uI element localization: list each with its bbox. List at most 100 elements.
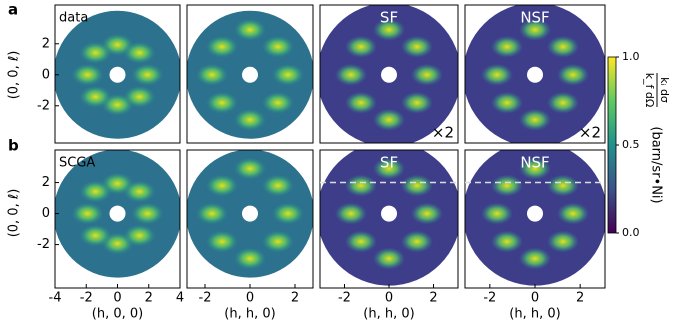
intensity-blob <box>79 85 112 108</box>
intensity-blob <box>373 157 405 180</box>
intensity-blob <box>345 91 377 114</box>
colorbar-tick-label: 0.5 <box>622 138 640 151</box>
panel-frame <box>54 4 181 144</box>
intensity-blob <box>401 91 433 114</box>
intensity-blob <box>547 91 579 114</box>
intensity-blob <box>557 202 589 225</box>
panel-label: b <box>8 137 19 155</box>
center-hole <box>242 205 258 222</box>
colorbar <box>607 56 617 234</box>
intensity-blob <box>557 63 589 86</box>
colorbar-tick-label: 0.0 <box>622 226 640 239</box>
intensity-blob <box>491 91 523 114</box>
scale-note: ×2 <box>432 124 454 142</box>
intensity-blob <box>123 224 156 247</box>
x-tick-label: 2 <box>576 291 584 306</box>
heatmap <box>320 150 458 286</box>
x-tick-label: 0 <box>531 291 539 306</box>
intensity-blob <box>71 63 104 86</box>
intensity-blob <box>373 247 405 270</box>
x-tick-label: -2 <box>199 291 212 306</box>
center-hole <box>242 66 258 83</box>
intensity-blob <box>547 174 579 197</box>
intensity-blob <box>79 224 112 247</box>
intensity-blob <box>234 18 266 41</box>
x-axis-label: (h, h, 0) <box>509 307 560 322</box>
x-axis-label: (h, 0, 0) <box>92 307 143 322</box>
intensity-blob <box>131 202 164 225</box>
x-tick-label: -4 <box>49 291 62 306</box>
intensity-blob <box>79 180 112 203</box>
colorbar-denominator: k_f dΩ <box>643 73 656 108</box>
heatmap <box>465 150 605 286</box>
intensity-blob <box>345 230 377 253</box>
intensity-blob <box>411 202 443 225</box>
center-hole <box>527 205 543 222</box>
intensity-blob <box>491 35 523 58</box>
intensity-blob <box>234 157 266 180</box>
x-axis-label: (h, h, 0) <box>363 307 414 322</box>
intensity-blob <box>335 63 367 86</box>
intensity-blob <box>234 108 266 131</box>
center-hole <box>109 205 126 222</box>
panel-label: a <box>8 1 18 19</box>
intensity-blob <box>345 35 377 58</box>
center-hole <box>381 66 397 83</box>
intensity-blob <box>71 202 104 225</box>
heatmap <box>55 150 180 278</box>
intensity-blob <box>519 157 551 180</box>
heatmap <box>55 10 180 139</box>
y-tick-label: 2 <box>42 175 50 190</box>
intensity-blob <box>491 174 523 197</box>
intensity-blob <box>262 230 294 253</box>
x-tick-label: 2 <box>429 291 437 306</box>
x-tick-label: 4 <box>176 291 184 306</box>
intensity-blob <box>123 41 156 64</box>
intensity-blob <box>401 230 433 253</box>
panel-frame <box>319 4 459 144</box>
intensity-blob <box>272 63 304 86</box>
colorbar-unit: (barn/sr•Ni) <box>649 126 664 203</box>
x-tick-label: -2 <box>338 291 351 306</box>
intensity-blob <box>123 85 156 108</box>
x-tick-label: 2 <box>291 291 299 306</box>
intensity-blob <box>519 18 551 41</box>
heatmap <box>465 5 605 143</box>
center-hole <box>527 66 543 83</box>
x-tick-label: 0 <box>385 291 393 306</box>
intensity-blob <box>373 18 405 41</box>
intensity-blob <box>547 230 579 253</box>
intensity-blob <box>206 174 238 197</box>
intensity-blob <box>491 230 523 253</box>
y-axis-label: (0, 0, ℓ) <box>7 189 22 238</box>
x-axis-label: (h, h, 0) <box>224 307 275 322</box>
intensity-blob <box>123 180 156 203</box>
colorbar-label: kᵢ dσ k_f dΩ (barn/sr•Ni) <box>643 73 671 204</box>
colorbar-numerator: kᵢ dσ <box>658 77 671 103</box>
x-tick-label: -2 <box>80 291 93 306</box>
intensity-blob <box>131 63 164 86</box>
y-tick-label: 0 <box>42 67 50 82</box>
center-hole <box>381 205 397 222</box>
heatmap <box>320 5 458 143</box>
intensity-blob <box>196 202 228 225</box>
intensity-blob <box>262 91 294 114</box>
intensity-blob <box>373 108 405 131</box>
center-hole <box>109 66 126 83</box>
intensity-blob <box>547 35 579 58</box>
intensity-blob <box>481 63 513 86</box>
y-tick-label: 2 <box>42 36 50 51</box>
intensity-blob <box>481 202 513 225</box>
panel-annotation: SF <box>380 9 398 27</box>
panel-annotation: data <box>59 11 88 26</box>
intensity-blob <box>206 230 238 253</box>
intensity-blob <box>79 41 112 64</box>
panel-frame <box>464 4 606 144</box>
panel-frame <box>186 4 314 144</box>
y-tick-label: -2 <box>37 237 50 252</box>
intensity-blob <box>262 35 294 58</box>
intensity-blob <box>272 202 304 225</box>
colorbar-tick-label: 1.0 <box>622 50 640 63</box>
x-tick-label: 0 <box>246 291 254 306</box>
